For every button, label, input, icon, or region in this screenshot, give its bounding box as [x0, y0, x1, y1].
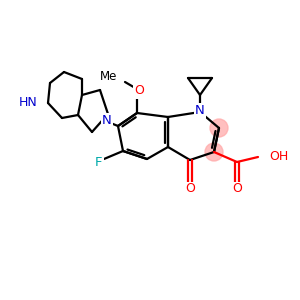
Circle shape	[205, 143, 223, 161]
Text: OH: OH	[269, 151, 288, 164]
Text: O: O	[232, 182, 242, 196]
Text: O: O	[134, 85, 144, 98]
Text: N: N	[195, 104, 205, 118]
Circle shape	[210, 119, 228, 137]
Text: HN: HN	[19, 97, 38, 110]
Text: N: N	[102, 115, 112, 128]
Text: Me: Me	[100, 70, 117, 83]
Text: F: F	[95, 157, 103, 169]
Text: O: O	[185, 182, 195, 196]
